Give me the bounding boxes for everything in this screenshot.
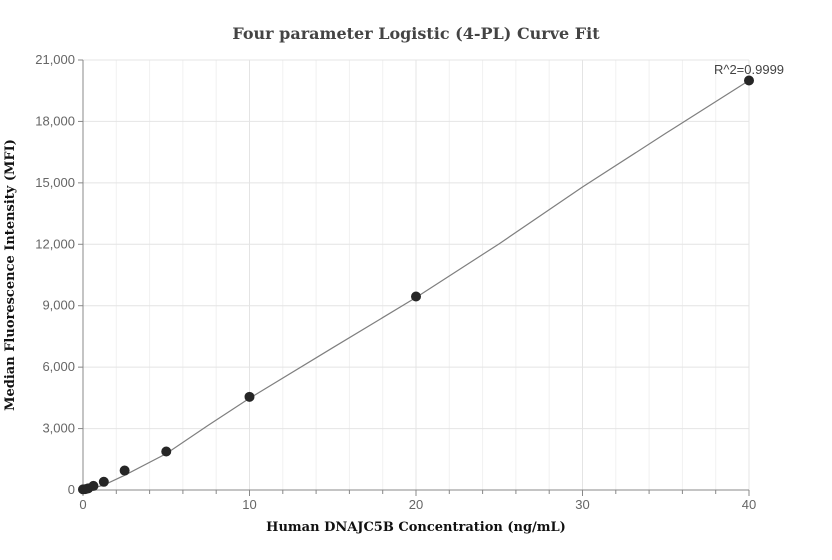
r-squared-annotation: R^2=0.9999 — [714, 62, 784, 77]
y-tick-label: 0 — [68, 482, 75, 497]
y-tick-label: 21,000 — [35, 52, 75, 67]
tick-labels: 0 3,000 6,000 9,000 12,000 15,000 18,000 21,000… — [35, 52, 756, 512]
axes — [78, 59, 750, 496]
gridlines — [82, 59, 750, 491]
x-tick-label: 30 — [575, 497, 589, 512]
data-point — [744, 75, 754, 86]
chart-title: Four parameter Logistic (4-PL) Curve Fit — [232, 24, 600, 43]
y-axis-title: Median Fluorescence Intensity (MFI) — [3, 139, 18, 411]
x-tick-label: 0 — [79, 497, 86, 512]
x-axis-title: Human DNAJC5B Concentration (ng/mL) — [266, 520, 566, 535]
data-point — [411, 291, 421, 302]
data-point — [88, 480, 99, 491]
data-point — [244, 391, 255, 402]
y-tick-label: 15,000 — [35, 175, 75, 190]
x-tick-label: 10 — [242, 497, 256, 512]
y-tick-label: 18,000 — [35, 113, 75, 128]
x-tick-label: 40 — [742, 497, 756, 512]
x-tick-label: 20 — [409, 497, 423, 512]
data-point — [161, 446, 172, 457]
data-point — [98, 476, 109, 487]
data-point — [119, 465, 130, 476]
y-tick-label: 6,000 — [42, 359, 75, 374]
y-tick-label: 12,000 — [35, 236, 75, 251]
y-tick-label: 9,000 — [42, 298, 75, 313]
data-points — [78, 75, 754, 495]
y-tick-label: 3,000 — [42, 421, 75, 436]
